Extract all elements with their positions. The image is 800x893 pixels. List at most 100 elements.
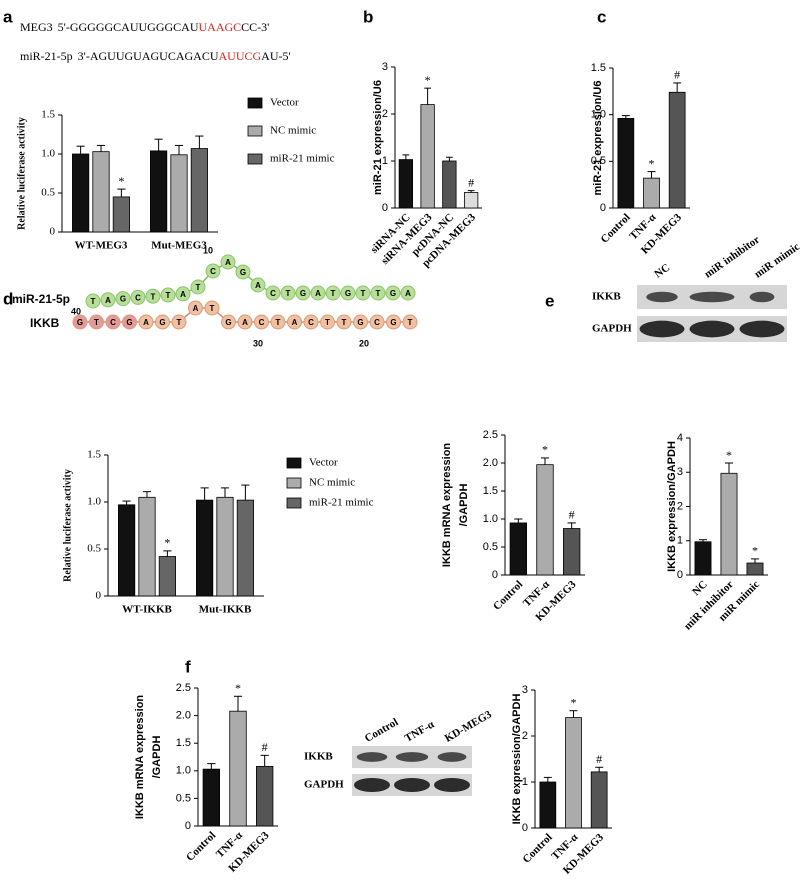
legend-label: NC mimic [270,125,316,137]
base [220,254,236,270]
blot-band [689,320,735,338]
panel-label: c [597,7,606,26]
significance-mark: * [118,174,124,188]
y-tick-label: 1.5 [591,62,606,74]
significance-mark: * [542,443,548,457]
blot-band [689,291,735,303]
base [105,314,121,330]
y-tick-label: 1.5 [87,449,101,461]
base [270,314,286,330]
y-tick-label: 0.5 [87,543,101,555]
x-tick-label: Control [491,578,525,612]
bar [170,154,188,233]
y-tick-label: 0 [677,569,683,581]
base-letter: C [270,289,276,298]
base [287,314,302,330]
bar [255,765,274,827]
blot-band [646,291,678,303]
y-tick-label: 1.5 [176,737,191,749]
base-letter: T [151,292,156,301]
base [353,314,368,330]
base [265,285,281,301]
y-tick-label: 1 [522,776,528,788]
base-letter: G [225,318,231,327]
seq-name: MEG3 [20,20,53,34]
base [237,314,253,330]
position-label: 20 [359,338,369,348]
row-label: GAPDH [592,323,632,335]
bar [118,504,136,597]
base [336,314,352,330]
base [320,314,335,330]
y-axis-label: IKKB expression/GAPDH [666,441,678,572]
base [175,286,191,302]
base [235,264,251,280]
bar [442,160,457,209]
y-tick-label: 2.0 [176,710,191,722]
base [204,300,220,316]
y-tick-label: 0 [382,202,388,214]
base-letter: G [240,268,246,277]
y-tick-label: 1.0 [176,765,191,777]
base-letter: T [408,318,413,327]
blot-band [356,752,388,762]
row-label: IKKB [592,291,621,303]
y-tick-label: 3 [522,684,528,696]
base-letter: A [105,296,111,305]
base-letter: A [255,281,261,290]
y-tick-label: 0.5 [41,187,55,199]
base [190,279,206,295]
panel-label: a [3,7,13,26]
lane-label: NC [652,262,672,281]
blot-band [394,777,430,793]
panel-label: d [3,289,13,308]
blot-band [354,777,390,793]
base-letter: T [376,289,381,298]
base [310,285,326,301]
legend-label: miR-21 mimic [270,153,335,165]
legend-swatch [247,125,263,137]
y-tick-label: 0.5 [176,792,191,804]
base [72,314,88,330]
base [295,285,311,301]
base-letter: A [242,318,248,327]
base-letter: T [342,318,347,327]
base [138,314,154,330]
legend-swatch [286,477,302,489]
base-letter: A [180,290,186,299]
base-letter: T [196,283,201,292]
y-tick-label: 2 [522,730,528,742]
bar [694,541,712,576]
strand-name: miR-21-5p [12,292,70,306]
y-tick-label: 0 [50,226,56,238]
legend-swatch [247,153,263,165]
base-letter: G [357,318,363,327]
base [325,285,341,301]
blot-band [739,320,785,338]
significance-mark: # [596,752,602,766]
position-label: 40 [71,306,81,316]
legend-swatch [286,457,302,469]
significance-mark: # [262,740,268,754]
base-letter: C [110,318,116,327]
bar [668,91,686,209]
base [400,285,416,301]
y-tick-label: 1.5 [483,485,498,497]
bar [539,781,557,829]
significance-mark: # [569,508,575,522]
base-letter: A [193,304,199,313]
base-letter: T [361,289,366,298]
lane-label: miR mimic [752,241,800,281]
bar [563,528,581,576]
base-letter: A [315,289,321,298]
y-tick-label: 1 [382,155,388,167]
y-axis-label: IKKB mRNA expression [134,695,146,820]
base-letter: G [390,289,396,298]
y-tick-label: 0 [600,202,606,214]
base-letter: G [159,318,165,327]
base [115,291,131,307]
bar [92,151,110,233]
y-axis-label: miR-21 expression/U6 [592,81,604,196]
base-letter: A [292,318,298,327]
bar [420,104,435,209]
